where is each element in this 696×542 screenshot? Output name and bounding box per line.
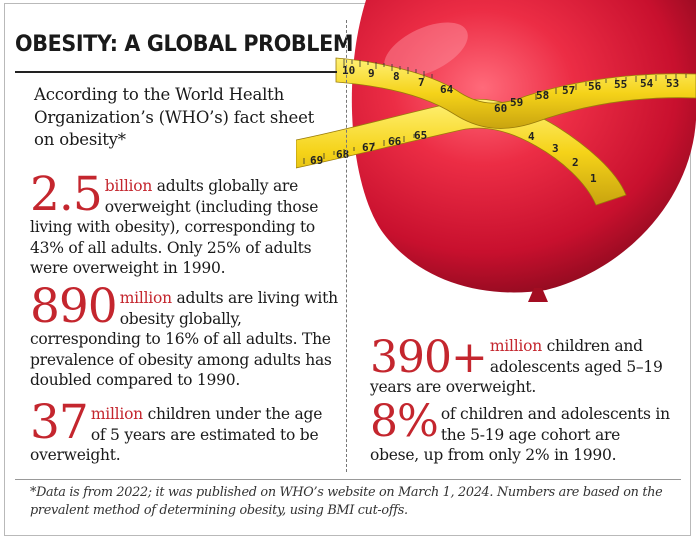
footnote: *Data is from 2022; it was published on … [30,484,680,520]
fact-adults-overweight: 2.5 billion adults globally are overweig… [30,176,342,279]
intro-text: According to the World Health Organizati… [34,84,334,152]
fact-adults-obese: 890 million adults are living with obesi… [30,288,342,391]
fact-unit: million [91,405,143,423]
infographic-title: OBESITY: A GLOBAL PROBLEM [15,20,318,70]
fact-children-under-5: 37 million children under the age of 5 y… [30,404,340,466]
fact-unit: billion [105,177,152,195]
title-underline [15,71,337,73]
tape-number: 55 [614,78,627,91]
fact-unit: million [120,289,172,307]
fact-children-adolescents-obese: 8% of children and adolescents in the 5-… [370,404,670,466]
tape-number: 1 [590,172,597,185]
fact-unit: million [490,337,542,355]
tape-number: 67 [362,141,375,154]
tape-number: 8 [393,70,400,83]
fact-number: 8% [370,404,438,440]
tape-number: 10 [342,64,355,77]
tape-number: 56 [588,80,602,93]
infographic: 10 9 8 7 64 60 59 58 57 56 55 54 53 69 6… [0,0,696,542]
tape-number: 65 [414,129,427,142]
fact-number: 37 [30,404,88,443]
tape-number: 4 [528,130,535,143]
tape-number: 3 [552,142,559,155]
tape-number: 66 [388,135,402,148]
tape-number: 59 [510,96,523,109]
fact-number: 890 [30,288,117,327]
fact-number: 390+ [370,340,487,376]
tape-number: 58 [536,89,549,102]
tape-number: 64 [440,83,454,96]
balloon-illustration: 10 9 8 7 64 60 59 58 57 56 55 54 53 69 6… [296,0,696,340]
tape-number: 53 [666,77,679,90]
tape-number: 69 [310,154,323,167]
tape-number: 68 [336,148,349,161]
tape-number: 2 [572,156,579,169]
footer-divider [15,479,681,480]
tape-number: 60 [494,102,507,115]
fact-children-adolescents-overweight: 390+ million children and adolescents ag… [370,336,670,398]
tape-number: 54 [640,77,654,90]
fact-number: 2.5 [30,176,102,215]
tape-number: 7 [418,76,425,89]
column-divider [346,20,347,472]
tape-number: 57 [562,84,575,97]
tape-number: 9 [368,67,375,80]
